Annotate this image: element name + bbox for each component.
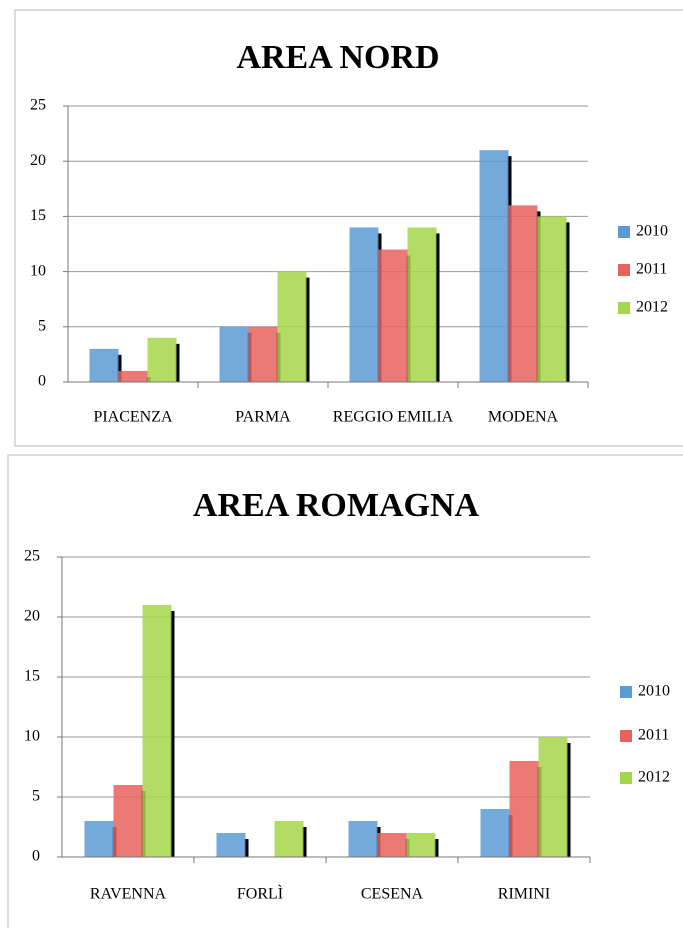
- bar: [538, 737, 568, 857]
- bar-shadow: [175, 343, 180, 382]
- legend-swatch: [620, 730, 632, 742]
- bar: [274, 821, 304, 857]
- bar: [113, 785, 143, 857]
- legend-swatch: [620, 686, 632, 698]
- bar-shadow: [435, 233, 440, 382]
- legend-swatch: [618, 302, 630, 314]
- bar-shadow: [302, 827, 307, 857]
- legend-label: 2010: [636, 223, 668, 240]
- x-tick-label: PIACENZA: [93, 409, 173, 426]
- bar: [508, 205, 538, 382]
- bar: [84, 821, 114, 857]
- y-tick-label: 25: [30, 97, 46, 114]
- bar-shadow: [305, 277, 310, 382]
- bar-shadow: [434, 839, 439, 857]
- y-tick-label: 15: [30, 207, 46, 224]
- legend-label: 2012: [636, 299, 668, 316]
- x-tick-label: RIMINI: [498, 886, 550, 903]
- bar: [378, 249, 408, 382]
- chart-frame: [7, 454, 683, 928]
- bar-shadow: [244, 839, 249, 857]
- bar: [142, 605, 172, 857]
- bar: [406, 833, 436, 857]
- chart-frame: [14, 9, 683, 447]
- bar: [219, 326, 249, 382]
- bar: [479, 150, 509, 382]
- legend-label: 2011: [636, 261, 667, 278]
- y-tick-label: 0: [38, 373, 46, 390]
- y-tick-label: 10: [24, 728, 40, 745]
- bar-shadow: [117, 354, 122, 382]
- y-tick-label: 5: [32, 788, 40, 805]
- y-tick-label: 15: [24, 668, 40, 685]
- legend-swatch: [618, 226, 630, 238]
- y-tick-label: 10: [30, 262, 46, 279]
- bar-shadow: [565, 222, 570, 382]
- bar-shadow: [170, 611, 175, 857]
- y-tick-label: 5: [38, 317, 46, 334]
- chart-title: AREA ROMAGNA: [193, 487, 480, 524]
- bar: [147, 337, 177, 382]
- legend-label: 2011: [638, 727, 669, 744]
- chart-title: AREA NORD: [236, 39, 439, 76]
- bar: [349, 227, 379, 382]
- bar: [348, 821, 378, 857]
- x-tick-label: CESENA: [361, 886, 424, 903]
- bar: [377, 833, 407, 857]
- legend-label: 2010: [638, 683, 670, 700]
- bar: [248, 326, 278, 382]
- bar: [277, 271, 307, 382]
- x-tick-label: FORLÌ: [237, 884, 283, 903]
- bar: [480, 809, 510, 857]
- bar: [89, 348, 119, 382]
- y-tick-label: 0: [32, 848, 40, 865]
- bar: [118, 370, 148, 382]
- x-tick-label: REGGIO EMILIA: [333, 409, 454, 426]
- bar: [216, 833, 246, 857]
- y-tick-label: 25: [24, 548, 40, 565]
- y-tick-label: 20: [30, 152, 46, 169]
- y-tick-label: 20: [24, 608, 40, 625]
- bar: [509, 761, 539, 857]
- legend-swatch: [618, 264, 630, 276]
- x-tick-label: PARMA: [235, 409, 291, 426]
- legend-label: 2012: [638, 769, 670, 786]
- bar: [407, 227, 437, 382]
- bar-shadow: [566, 743, 571, 857]
- bar: [537, 216, 567, 382]
- x-tick-label: MODENA: [488, 409, 559, 426]
- legend-swatch: [620, 772, 632, 784]
- x-tick-label: RAVENNA: [90, 886, 167, 903]
